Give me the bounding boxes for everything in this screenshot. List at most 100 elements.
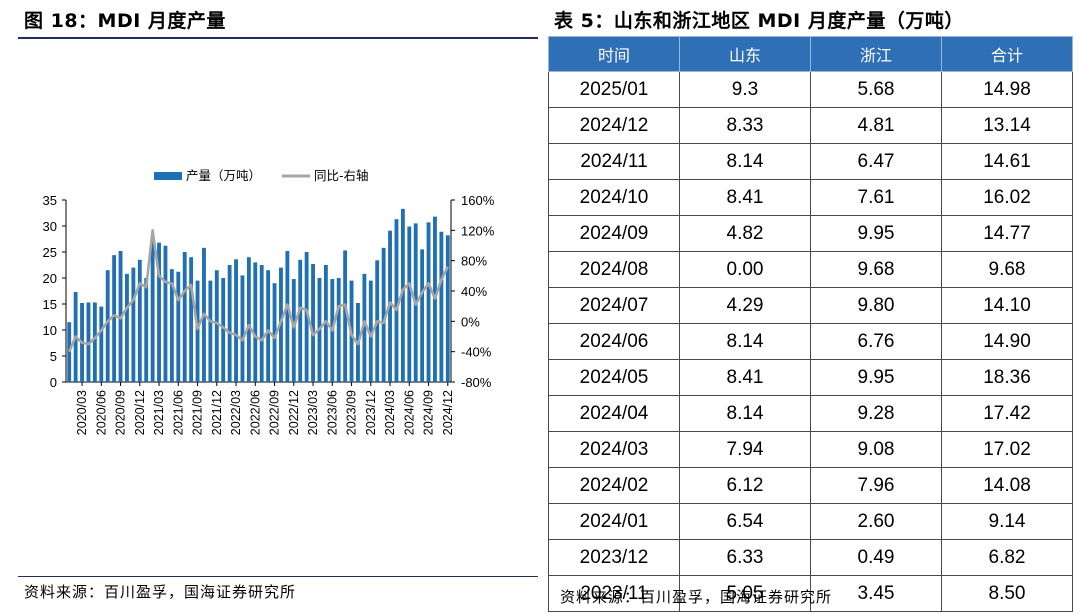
table-cell: 2.60: [810, 503, 942, 540]
mdi-production-chart: 0 5 10 15 20 25 30 35 -80% -40% 0% 40% 80% 120% 160% 20…: [43, 168, 495, 435]
table-cell: 2024/10: [548, 179, 680, 216]
bar: [86, 302, 91, 382]
x-tick-label: 2024/06: [402, 390, 416, 435]
figure-source-note: 资料来源：百川盈孚，国海证券研究所: [24, 583, 297, 601]
table-cell: 6.54: [679, 503, 811, 540]
table-cell: 18.36: [941, 359, 1073, 396]
table-cell: 8.41: [679, 179, 811, 216]
table-cell: 8.41: [679, 359, 811, 396]
table-cell: 9.28: [810, 395, 942, 432]
table-cell: 4.81: [810, 107, 942, 144]
table-cell: 14.08: [941, 467, 1073, 504]
x-tick-label: 2023/09: [345, 390, 359, 435]
table-row: 2024/05 8.41 9.95 18.36: [548, 359, 1073, 396]
table-cell: 3.45: [810, 575, 942, 612]
bar: [99, 306, 104, 382]
bar: [426, 222, 431, 382]
table-cell: 14.61: [941, 143, 1073, 180]
column-header-2: 浙江: [810, 36, 942, 72]
x-tick-label: 2020/06: [94, 390, 108, 435]
bar: [221, 278, 226, 382]
table-row: 2024/02 6.12 7.96 14.08: [548, 467, 1073, 504]
table-cell: 2024/04: [548, 395, 680, 432]
source-rule: [18, 576, 538, 577]
bar: [336, 278, 341, 382]
y-right-tick-label: 120%: [461, 223, 495, 238]
table-cell: 7.61: [810, 179, 942, 216]
table-cell: 6.12: [679, 467, 811, 504]
table-cell: 8.14: [679, 323, 811, 360]
table-cell: 2024/06: [548, 323, 680, 360]
column-header-3: 合计: [941, 36, 1073, 72]
x-tick-label: 2022/03: [229, 390, 243, 435]
table-row: 2024/06 8.14 6.76 14.90: [548, 323, 1073, 360]
bar: [439, 231, 444, 382]
bar: [420, 249, 425, 382]
y-left-tick-label: 25: [43, 245, 57, 260]
table-row: 2023/12 6.33 0.49 6.82: [548, 539, 1073, 576]
table-cell: 9.68: [810, 251, 942, 288]
table-cell: 0.00: [679, 251, 811, 288]
table-cell: 8.33: [679, 107, 811, 144]
bar: [272, 283, 277, 382]
bar: [144, 278, 149, 382]
table-title: 表 5：山东和浙江地区 MDI 月度产量（万吨）: [554, 10, 964, 32]
table-row: 2024/12 8.33 4.81 13.14: [548, 107, 1073, 144]
table-cell: 7.94: [679, 431, 811, 468]
y-right-tick-label: 0%: [461, 314, 480, 329]
x-tick-label: 2022/09: [268, 390, 282, 435]
bar: [227, 265, 232, 382]
x-tick-label: 2021/09: [191, 390, 205, 435]
bar: [311, 263, 315, 382]
y-right-tick-label: -40%: [461, 345, 492, 360]
table-cell: 2024/12: [548, 107, 680, 144]
table-cell: 4.82: [679, 215, 811, 252]
bar: [208, 280, 213, 382]
bar: [150, 237, 155, 382]
bar: [240, 275, 245, 382]
x-tick-label: 2023/06: [325, 390, 339, 435]
bar: [253, 262, 258, 382]
x-tick-label: 2020/12: [133, 390, 147, 435]
bar: [131, 267, 136, 382]
table-cell: 7.96: [810, 467, 942, 504]
column-header-1: 山东: [679, 36, 811, 72]
table-cell: 13.14: [941, 107, 1073, 144]
bar: [381, 247, 386, 382]
bar: [67, 322, 72, 382]
bar: [92, 302, 97, 382]
table-cell: 9.08: [810, 431, 942, 468]
x-tick-label: 2021/03: [152, 390, 166, 435]
table-cell: 2024/09: [548, 215, 680, 252]
bar: [291, 279, 296, 382]
bar: [189, 257, 194, 382]
bar: [298, 259, 303, 382]
table-cell: 14.10: [941, 287, 1073, 324]
bar: [343, 250, 348, 382]
table-row: 2024/04 8.14 9.28 17.42: [548, 395, 1073, 432]
y-left-tick-label: 15: [43, 297, 57, 312]
table-cell: 9.95: [810, 359, 942, 396]
y-left-tick-label: 30: [43, 219, 57, 234]
x-tick-label: 2021/06: [171, 390, 185, 435]
y-right-tick-label: -80%: [461, 375, 492, 390]
table-cell: 2024/02: [548, 467, 680, 504]
y-left-tick-label: 35: [43, 193, 57, 208]
table-cell: 2024/08: [548, 251, 680, 288]
yoy-line: [68, 229, 449, 353]
table-cell: 6.82: [941, 539, 1073, 576]
x-tick-label: 2024/03: [383, 390, 397, 435]
y-right-tick-label: 160%: [461, 193, 495, 208]
figure-title-rule: [18, 37, 538, 39]
x-tick-label: 2023/12: [364, 390, 378, 435]
table-row: 2024/10 8.41 7.61 16.02: [548, 179, 1073, 216]
table-cell: 2024/05: [548, 359, 680, 396]
x-tick-label: 2022/06: [248, 390, 262, 435]
table-cell: 2024/03: [548, 431, 680, 468]
bar: [125, 273, 129, 382]
table-cell: 2023/11: [548, 575, 680, 612]
table-cell: 2025/01: [548, 71, 680, 108]
table-cell: 9.3: [679, 71, 811, 108]
table-cell: 14.98: [941, 71, 1073, 108]
bar: [285, 250, 290, 382]
